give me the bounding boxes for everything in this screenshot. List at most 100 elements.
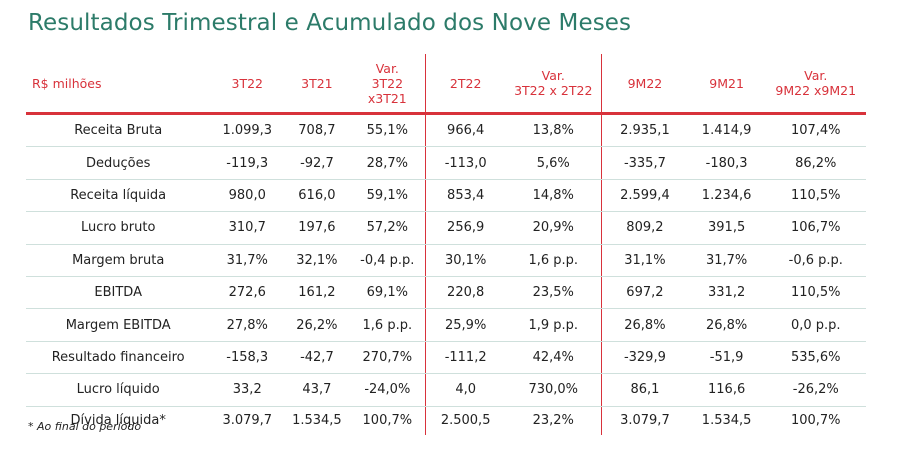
table-cell: 5,6% bbox=[505, 146, 603, 180]
table-row: Receita líquida 980,0 616,0 59,1% 853,4 14,8%… bbox=[26, 179, 866, 213]
table-cell: 3.079,7 bbox=[222, 413, 273, 429]
table-cell: 59,1% bbox=[349, 179, 426, 213]
table-cell: 730,0% bbox=[505, 373, 603, 407]
row-label: Lucro bruto bbox=[26, 211, 211, 245]
table-cell: 2.500,5 bbox=[440, 413, 491, 429]
table-cell: -0,6 p.p. bbox=[765, 244, 866, 277]
table-cell: -26,2% bbox=[765, 373, 866, 407]
table-cell: 391,5 bbox=[687, 211, 766, 245]
table-cell: 23,2% bbox=[505, 406, 603, 435]
table-cell: 1.414,9 bbox=[687, 113, 766, 148]
column-header-text: 3T22 bbox=[231, 75, 264, 91]
table-cell: 27,8% bbox=[210, 308, 285, 342]
column-header: Var. 3T22 x3T21 bbox=[349, 54, 426, 114]
table-cell: 697,2 bbox=[601, 276, 688, 310]
table-cell: 0,0 p.p. bbox=[765, 308, 866, 342]
column-header: 2T22 bbox=[425, 54, 505, 114]
table-cell: 69,1% bbox=[349, 276, 426, 310]
table-cell: 310,7 bbox=[210, 211, 285, 245]
column-header: 9M21 bbox=[688, 54, 766, 114]
column-header: 9M22 bbox=[602, 54, 688, 114]
table-cell: 272,6 bbox=[210, 276, 285, 310]
table-cell: 20,9% bbox=[505, 211, 603, 245]
table-cell: 31,7% bbox=[210, 244, 285, 277]
table-cell: 31,7% bbox=[687, 244, 766, 277]
table-cell: 1,6 p.p. bbox=[505, 244, 603, 277]
table-cell: 25,9% bbox=[425, 308, 506, 342]
table-cell: -158,3 bbox=[210, 341, 285, 375]
table-row: Dívida líquida* 3.079,7 1.534,5 100,7% 2.500… bbox=[26, 406, 866, 435]
table-cell: 106,7% bbox=[765, 211, 866, 245]
table-cell: 4,0 bbox=[425, 373, 506, 407]
column-header-text: 3T22 bbox=[371, 75, 404, 91]
column-header-text: x3T21 bbox=[367, 90, 407, 106]
table-cell: 980,0 bbox=[210, 179, 285, 213]
table-cell: 14,8% bbox=[505, 179, 603, 213]
table-cell: 708,7 bbox=[284, 113, 350, 148]
table-cell: 26,8% bbox=[687, 308, 766, 342]
table-cell: 28,7% bbox=[349, 146, 426, 180]
table-body: Receita Bruta 1.099,3 708,7 55,1% 966,4 13,8%… bbox=[26, 113, 866, 435]
table-cell: -329,9 bbox=[601, 341, 688, 375]
table-cell: 535,6% bbox=[765, 341, 866, 375]
column-header-text: 2T22 bbox=[449, 75, 482, 91]
column-header-text: R$ milhões bbox=[32, 75, 102, 91]
table-cell: 1.534,5 bbox=[292, 413, 342, 429]
column-header-text: 9M21 bbox=[709, 75, 744, 91]
column-header-text: Var. bbox=[541, 68, 565, 83]
table-cell: 110,5% bbox=[765, 179, 866, 213]
table-cell: 43,7 bbox=[284, 373, 350, 407]
table-cell: 2.599,4 bbox=[601, 179, 688, 213]
row-label: Resultado financeiro bbox=[26, 341, 211, 375]
table-cell: 1.234,6 bbox=[687, 179, 766, 213]
table-cell: 2.935,1 bbox=[601, 113, 688, 148]
table-cell: 107,4% bbox=[765, 113, 866, 148]
table-row: EBITDA 272,6 161,2 69,1% 220,8 23,5% 697,2 331,… bbox=[26, 276, 866, 310]
table-cell: 1,6 p.p. bbox=[349, 308, 426, 342]
table-cell: 13,8% bbox=[505, 113, 603, 148]
table-cell: 1.534,5 bbox=[701, 413, 752, 429]
table-cell: 116,6 bbox=[687, 373, 766, 407]
table-cell: -51,9 bbox=[687, 341, 766, 375]
page-title: Resultados Trimestral e Acumulado dos No… bbox=[28, 10, 632, 36]
table-cell: 57,2% bbox=[349, 211, 426, 245]
table-cell: 33,2 bbox=[210, 373, 285, 407]
table-row: Receita Bruta 1.099,3 708,7 55,1% 966,4 13,8%… bbox=[26, 113, 866, 148]
table-cell: -335,7 bbox=[601, 146, 688, 180]
table-cell: 100,7% bbox=[349, 406, 426, 435]
row-label: Margem bruta bbox=[26, 244, 211, 277]
table-cell: 30,1% bbox=[425, 244, 506, 277]
column-header: R$ milhões bbox=[26, 54, 210, 114]
column-header: 3T22 bbox=[210, 54, 284, 114]
row-label: Lucro líquido bbox=[26, 373, 211, 407]
table-cell: 26,8% bbox=[601, 308, 688, 342]
results-table: R$ milhões 3T22 3T21 Var. 3T22 x3T21 2T22 Var. 3… bbox=[26, 54, 866, 435]
row-label: Dívida líquida* bbox=[70, 413, 166, 429]
table-cell: 86,2% bbox=[765, 146, 866, 180]
row-label: Receita líquida bbox=[26, 179, 211, 213]
table-cell: 853,4 bbox=[425, 179, 506, 213]
table-cell: -111,2 bbox=[425, 341, 506, 375]
table-cell: 197,6 bbox=[284, 211, 350, 245]
table-row: Deduções -119,3 -92,7 28,7% -113,0 5,6% -335,7… bbox=[26, 146, 866, 180]
column-header: Var. 3T22 x 2T22 bbox=[505, 54, 603, 114]
table-cell: -119,3 bbox=[210, 146, 285, 180]
column-header: Var. 9M22 x9M21 bbox=[766, 54, 866, 114]
table-cell: 256,9 bbox=[425, 211, 506, 245]
row-label: EBITDA bbox=[26, 276, 211, 310]
table-cell: 110,5% bbox=[765, 276, 866, 310]
table-header-row: R$ milhões 3T22 3T21 Var. 3T22 x3T21 2T22 Var. 3… bbox=[26, 54, 866, 114]
row-label: Receita Bruta bbox=[26, 113, 211, 148]
table-cell: 331,2 bbox=[687, 276, 766, 310]
table-cell: 31,1% bbox=[601, 244, 688, 277]
table-cell: 26,2% bbox=[284, 308, 350, 342]
table-cell: -113,0 bbox=[425, 146, 506, 180]
table-cell: 1.099,3 bbox=[210, 113, 285, 148]
row-label: Margem EBITDA bbox=[26, 308, 211, 342]
table-cell: 809,2 bbox=[601, 211, 688, 245]
table-cell: 966,4 bbox=[425, 113, 506, 148]
table-cell: 616,0 bbox=[284, 179, 350, 213]
table-cell: -24,0% bbox=[349, 373, 426, 407]
table-cell: 161,2 bbox=[284, 276, 350, 310]
table-cell: 55,1% bbox=[349, 113, 426, 148]
